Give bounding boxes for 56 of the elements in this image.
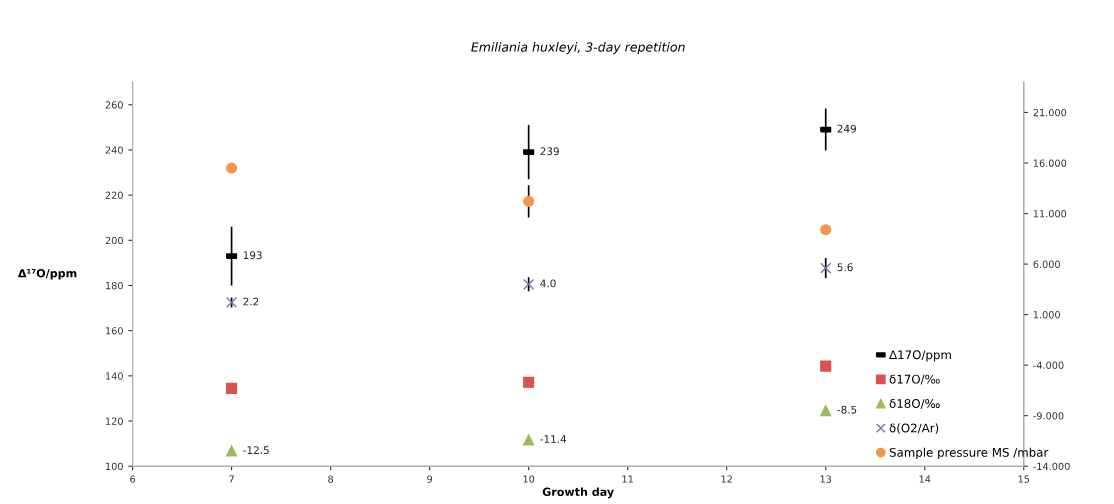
y2-tick-label: -4.000 <box>1033 361 1064 369</box>
point <box>820 262 832 274</box>
y-tick-label: 120 <box>106 417 123 425</box>
legend-label: Sample pressure MS /mbar <box>889 447 1049 460</box>
y-tick-label: 220 <box>105 191 123 199</box>
data-label: 5.6 <box>837 263 853 272</box>
data-label: -8.5 <box>837 405 857 414</box>
point <box>226 162 238 174</box>
point <box>523 434 535 446</box>
data-label: 4.0 <box>540 279 556 288</box>
x-tick-label: 10 <box>523 475 535 483</box>
x-tick-label: 12 <box>721 475 732 483</box>
x-tick-label: 11 <box>622 475 633 483</box>
point <box>820 405 832 417</box>
point <box>523 195 535 207</box>
x-tick-label: 14 <box>919 475 931 483</box>
y-tick-label: 140 <box>106 372 123 380</box>
x-tick-label: 6 <box>130 475 136 483</box>
legend-label: δ17O/‰ <box>889 374 940 385</box>
y-axis-title: Δ¹⁷O/ppm <box>17 269 77 280</box>
data-label: -11.4 <box>540 435 567 443</box>
y2-tick-label: 6.000 <box>1033 260 1060 268</box>
y-tick-label: 160 <box>106 327 123 335</box>
point <box>226 296 238 309</box>
point <box>523 376 535 388</box>
point <box>820 360 832 372</box>
y2-tick-label: -9.000 <box>1033 412 1064 420</box>
data-label: 239 <box>540 147 559 156</box>
x-axis-title: Growth day <box>542 487 614 499</box>
point <box>226 382 238 394</box>
y-tick-label: 240 <box>105 146 123 154</box>
y2-tick-label: 1.000 <box>1033 311 1060 319</box>
point <box>523 278 535 290</box>
x-tick-label: 9 <box>427 475 433 483</box>
legend-label: δ(O2/Ar) <box>889 423 939 434</box>
chart-title: Emiliania huxleyi, 3-day repetition <box>471 42 685 55</box>
y2-tick-label: 21.000 <box>1033 108 1067 117</box>
legend-label: δ18O/‰ <box>889 399 940 409</box>
y-tick-label: 260 <box>105 101 123 109</box>
x-tick-label: 15 <box>1018 475 1030 483</box>
y2-tick-label: 16.000 <box>1033 159 1067 167</box>
legend-label: Δ17O/ppm <box>889 350 951 362</box>
point <box>820 224 832 236</box>
y2-tick-label: -14.000 <box>1033 462 1070 471</box>
data-label: 249 <box>837 124 856 133</box>
x-tick-label: 7 <box>229 475 234 483</box>
x-tick-label: 8 <box>328 475 334 483</box>
point <box>226 445 238 457</box>
data-label: 2.2 <box>243 297 259 306</box>
y-tick-label: 200 <box>105 236 123 245</box>
y-tick-label: 180 <box>106 281 123 290</box>
data-label: -12.5 <box>243 446 269 455</box>
data-label: 193 <box>243 251 262 260</box>
y2-tick-label: 11.000 <box>1033 210 1067 218</box>
y-tick-label: 100 <box>106 462 123 471</box>
x-tick-label: 13 <box>820 475 832 483</box>
